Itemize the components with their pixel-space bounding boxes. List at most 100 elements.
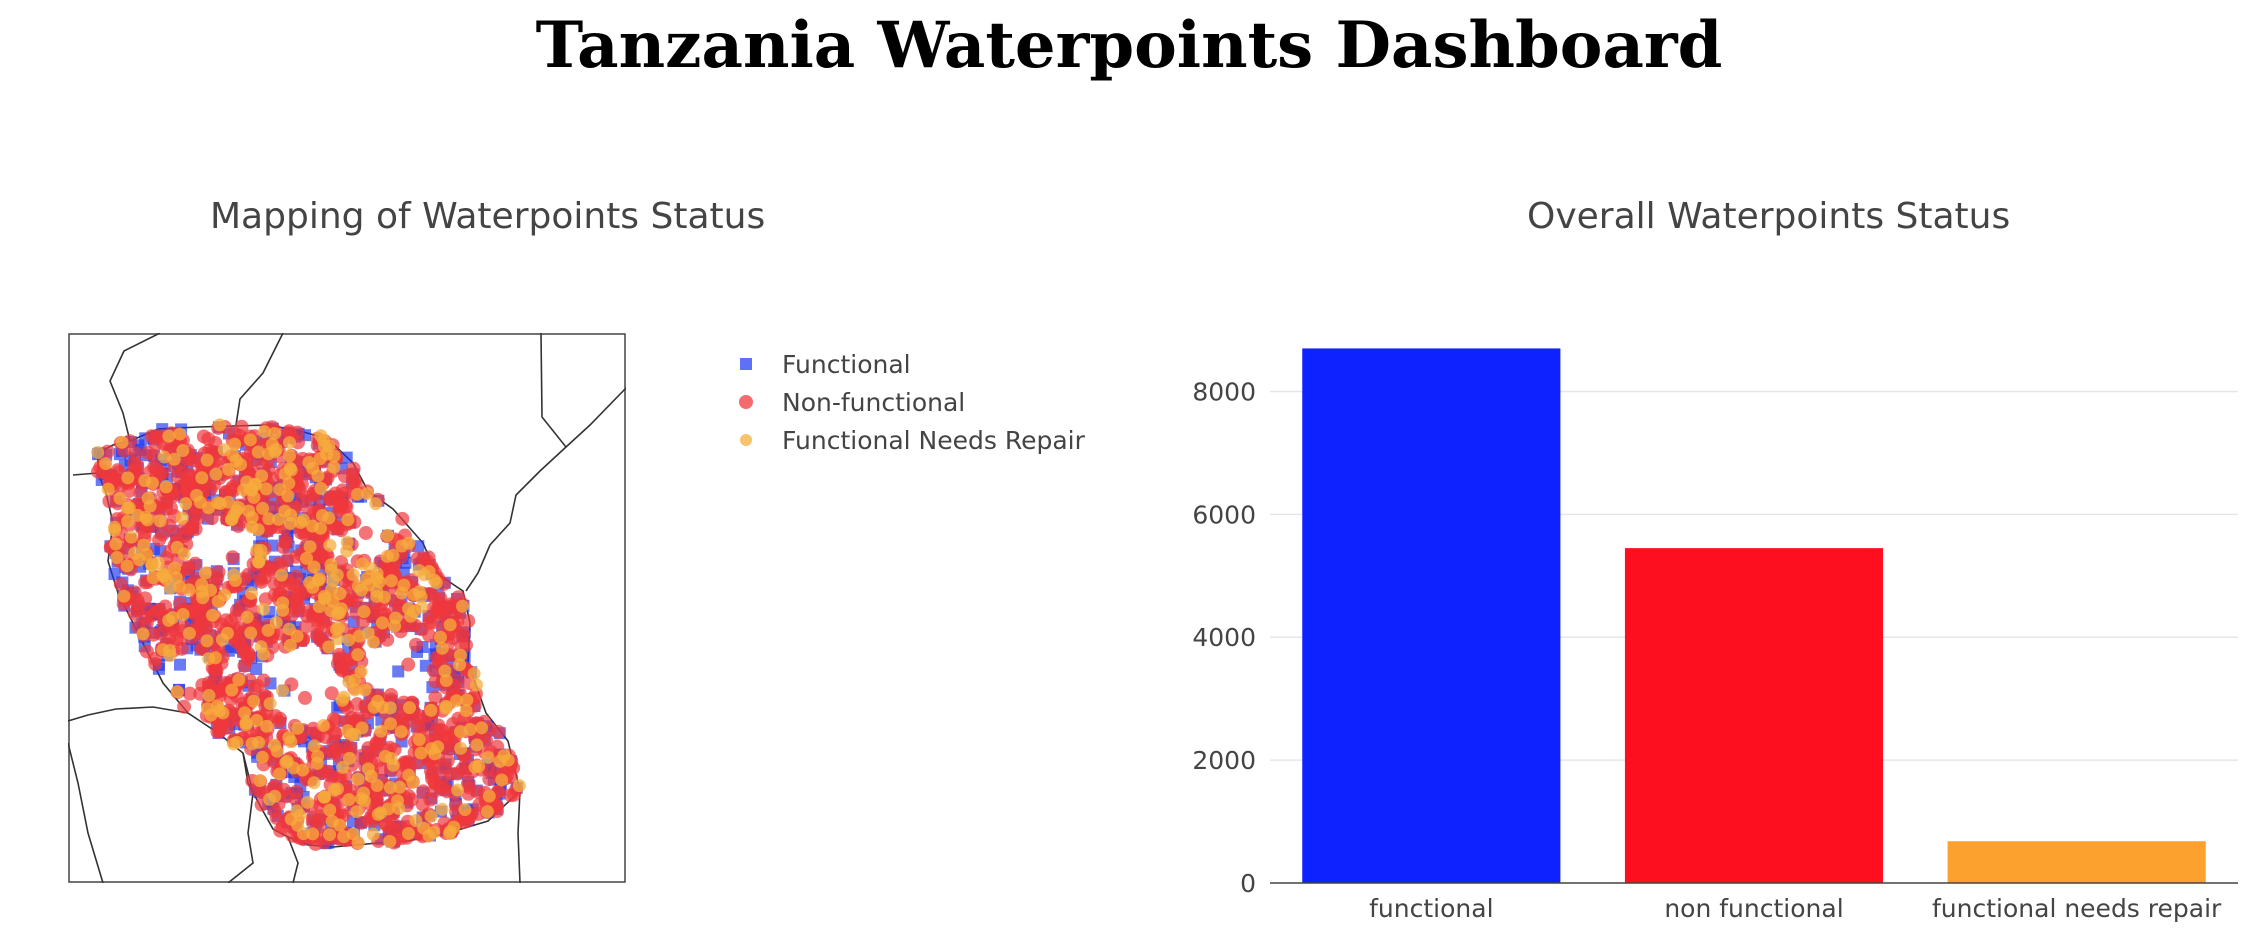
needs-repair-marker (323, 828, 337, 842)
functional-marker (174, 658, 187, 671)
non-functional-marker (322, 492, 337, 507)
non-functional-marker (127, 456, 142, 471)
needs-repair-marker (182, 626, 196, 640)
needs-repair-marker (331, 607, 345, 621)
needs-repair-marker (439, 674, 453, 688)
needs-repair-marker (157, 450, 171, 464)
needs-repair-marker (311, 573, 325, 587)
needs-repair-marker (460, 693, 474, 707)
needs-repair-marker (512, 779, 526, 793)
needs-repair-marker (475, 721, 489, 735)
needs-repair-marker (143, 499, 157, 513)
bar-non-functional[interactable] (1624, 548, 1884, 883)
legend-item-non-functional[interactable]: Non-functional (730, 383, 1085, 421)
legend-item-needs-repair[interactable]: Functional Needs Repair (730, 421, 1085, 459)
non-functional-marker (356, 614, 371, 629)
needs-repair-marker (315, 509, 329, 523)
needs-repair-marker (443, 618, 457, 632)
needs-repair-marker (454, 741, 468, 755)
non-functional-marker (199, 619, 214, 634)
bar-functional[interactable] (1302, 348, 1561, 883)
non-functional-marker (401, 657, 416, 672)
needs-repair-marker (138, 474, 152, 488)
needs-repair-marker (296, 827, 310, 841)
status-bar-chart[interactable]: 0 2000 4000 6000 8000 functional non function… (1180, 330, 2258, 928)
needs-repair-marker (347, 673, 361, 687)
needs-repair-marker (307, 739, 321, 753)
bar-functional-needs-repair[interactable] (1947, 841, 2206, 883)
needs-repair-marker (470, 738, 484, 752)
needs-repair-marker (435, 802, 449, 816)
non-functional-marker (345, 593, 360, 608)
needs-repair-marker (270, 744, 284, 758)
needs-repair-marker (175, 511, 189, 525)
needs-repair-marker (200, 453, 214, 467)
non-functional-marker (254, 574, 269, 589)
needs-repair-marker (300, 795, 314, 809)
square-marker-icon (736, 357, 756, 371)
y-tick-labels: 0 2000 4000 6000 8000 (1192, 377, 1256, 898)
needs-repair-marker (303, 540, 317, 554)
needs-repair-marker (318, 790, 332, 804)
needs-repair-marker (275, 568, 289, 582)
needs-repair-marker (427, 573, 441, 587)
needs-repair-marker (384, 717, 398, 731)
needs-repair-marker (383, 781, 397, 795)
non-functional-marker (272, 711, 287, 726)
needs-repair-marker (210, 699, 224, 713)
legend-item-functional[interactable]: Functional (730, 345, 1085, 383)
needs-repair-marker (282, 476, 296, 490)
needs-repair-marker (176, 444, 190, 458)
non-functional-marker (144, 429, 159, 444)
needs-repair-marker (317, 439, 331, 453)
non-functional-marker (297, 690, 312, 705)
functional-marker (340, 451, 353, 464)
non-functional-marker (338, 469, 353, 484)
needs-repair-marker (417, 821, 431, 835)
needs-repair-marker (260, 719, 274, 733)
needs-repair-marker (306, 827, 320, 841)
non-functional-marker (211, 565, 226, 580)
non-functional-marker (163, 501, 178, 516)
needs-repair-marker (259, 482, 273, 496)
needs-repair-marker (244, 626, 258, 640)
needs-repair-marker (91, 446, 105, 460)
non-functional-marker (433, 604, 448, 619)
needs-repair-marker (336, 760, 350, 774)
needs-repair-marker (481, 750, 495, 764)
needs-repair-marker (146, 571, 160, 585)
needs-repair-marker (401, 826, 415, 840)
non-functional-marker (191, 510, 206, 525)
non-functional-marker (446, 631, 461, 646)
needs-repair-marker (375, 616, 389, 630)
needs-repair-marker (294, 515, 308, 529)
needs-repair-marker (218, 588, 232, 602)
needs-repair-marker (395, 586, 409, 600)
needs-repair-marker (384, 574, 398, 588)
needs-repair-marker (351, 772, 365, 786)
needs-repair-marker (213, 418, 227, 432)
legend-label: Non-functional (782, 387, 966, 417)
needs-repair-marker (132, 553, 146, 567)
non-functional-marker (162, 631, 177, 646)
needs-repair-marker (245, 586, 259, 600)
y-tick-label: 4000 (1192, 623, 1256, 652)
map-legend[interactable]: Functional Non-functional Functional Nee… (730, 345, 1085, 459)
needs-repair-marker (346, 568, 360, 582)
needs-repair-marker (424, 809, 438, 823)
needs-repair-marker (232, 673, 246, 687)
non-functional-marker (208, 666, 223, 681)
non-functional-marker (237, 658, 252, 673)
needs-repair-marker (204, 708, 218, 722)
needs-repair-marker (230, 504, 244, 518)
waterpoints-map[interactable] (68, 333, 626, 883)
needs-repair-marker (283, 436, 297, 450)
needs-repair-marker (380, 549, 394, 563)
needs-repair-marker (337, 690, 351, 704)
needs-repair-marker (391, 794, 405, 808)
map-title: Mapping of Waterpoints Status (210, 196, 766, 237)
x-tick-label: functional needs repair (1932, 894, 2222, 923)
functional-marker (392, 665, 405, 678)
needs-repair-marker (173, 427, 187, 441)
bar-chart-title: Overall Waterpoints Status (1527, 196, 2011, 237)
